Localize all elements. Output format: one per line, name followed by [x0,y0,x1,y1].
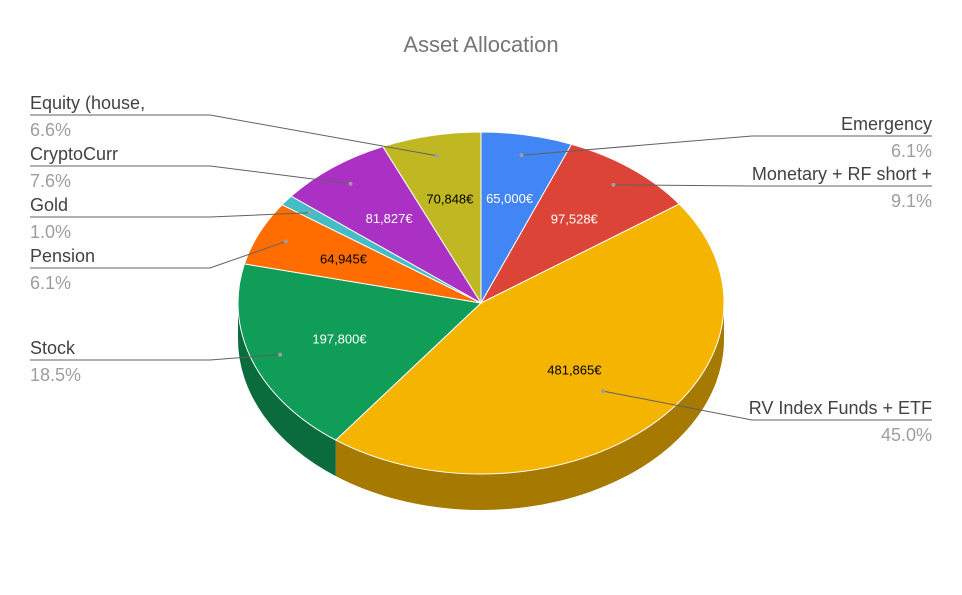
slice-percent-label: 6.1% [30,273,71,293]
leader-dot [307,210,312,215]
slice-name-label: RV Index Funds + ETF [749,398,932,418]
leader-line [30,240,287,269]
leader-dot [283,239,288,244]
slice-name-label: Pension [30,246,95,266]
leader-line [521,135,932,156]
leader-line [30,354,281,361]
slice-value-label: 65,000€ [486,191,534,206]
pie-depth-layer [238,303,724,510]
slice-percent-label: 18.5% [30,365,81,385]
slice-value-label: 197,800€ [312,331,367,346]
slice-percent-label: 9.1% [891,191,932,211]
outer-label-layer: Emergency 6.1% Monetary + RF short + 9.1% RV… [30,93,932,445]
slice-percent-label: 6.6% [30,120,71,140]
slice-side-stock [238,303,336,477]
leader-dot [434,153,439,158]
leader-dot [278,352,283,357]
leader-line [603,390,932,421]
leader-dot [348,181,353,186]
leader-line-layer [30,114,932,421]
leader-line [30,114,437,157]
slice-name-label: Emergency [841,114,932,134]
pie-slice-monetary-rf-short[interactable] [479,143,681,305]
slice-name-label: CryptoCurr [30,144,118,164]
slice-value-label: 481,865€ [547,362,602,377]
leader-dot [519,153,524,158]
leader-dot [611,182,616,187]
slice-percent-label: 1.0% [30,222,71,242]
slice-side-rv-index-funds-etf [335,303,724,510]
leader-line [30,212,310,218]
slice-name-label: Monetary + RF short + [752,164,932,184]
slice-name-label: Stock [30,338,76,358]
slice-name-label: Gold [30,195,68,215]
slice-percent-label: 6.1% [891,141,932,161]
leader-line [613,184,932,187]
slice-value-label: 97,528€ [551,212,599,227]
slice-percent-label: 45.0% [881,425,932,445]
pie-slice-stock[interactable] [237,263,483,441]
value-label-layer: 65,000€ 97,528€ 481,865€ 197,800€ 64,945€ 81,… [312,191,602,377]
pie-slice-cryptocurr[interactable] [290,145,482,304]
slice-value-label: 64,945€ [320,252,368,267]
leader-line [30,165,351,185]
slice-value-label: 70,848€ [426,191,474,206]
pie-slice-rv-index-funds-etf[interactable] [334,203,725,475]
leader-dot [601,389,606,394]
slice-value-label: 81,827€ [366,211,414,226]
slice-name-label: Equity (house, [30,93,145,113]
pie-slice-layer [237,131,725,475]
slice-percent-label: 7.6% [30,171,71,191]
chart-title: Asset Allocation [403,32,558,57]
